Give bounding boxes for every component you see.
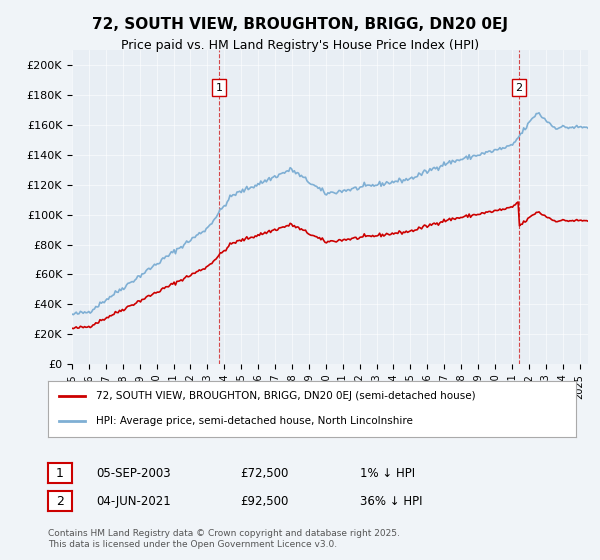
Text: £72,500: £72,500 <box>240 466 289 480</box>
Text: 1: 1 <box>56 466 64 480</box>
Text: HPI: Average price, semi-detached house, North Lincolnshire: HPI: Average price, semi-detached house,… <box>95 416 412 426</box>
Text: £92,500: £92,500 <box>240 494 289 508</box>
Text: 1: 1 <box>215 83 223 93</box>
Text: 2: 2 <box>56 494 64 508</box>
Text: Contains HM Land Registry data © Crown copyright and database right 2025.
This d: Contains HM Land Registry data © Crown c… <box>48 529 400 549</box>
Text: 05-SEP-2003: 05-SEP-2003 <box>96 466 170 480</box>
Text: 04-JUN-2021: 04-JUN-2021 <box>96 494 171 508</box>
Text: 2: 2 <box>515 83 523 93</box>
Text: 36% ↓ HPI: 36% ↓ HPI <box>360 494 422 508</box>
Text: Price paid vs. HM Land Registry's House Price Index (HPI): Price paid vs. HM Land Registry's House … <box>121 39 479 52</box>
Text: 72, SOUTH VIEW, BROUGHTON, BRIGG, DN20 0EJ: 72, SOUTH VIEW, BROUGHTON, BRIGG, DN20 0… <box>92 17 508 32</box>
Text: 72, SOUTH VIEW, BROUGHTON, BRIGG, DN20 0EJ (semi-detached house): 72, SOUTH VIEW, BROUGHTON, BRIGG, DN20 0… <box>95 391 475 402</box>
Text: 1% ↓ HPI: 1% ↓ HPI <box>360 466 415 480</box>
